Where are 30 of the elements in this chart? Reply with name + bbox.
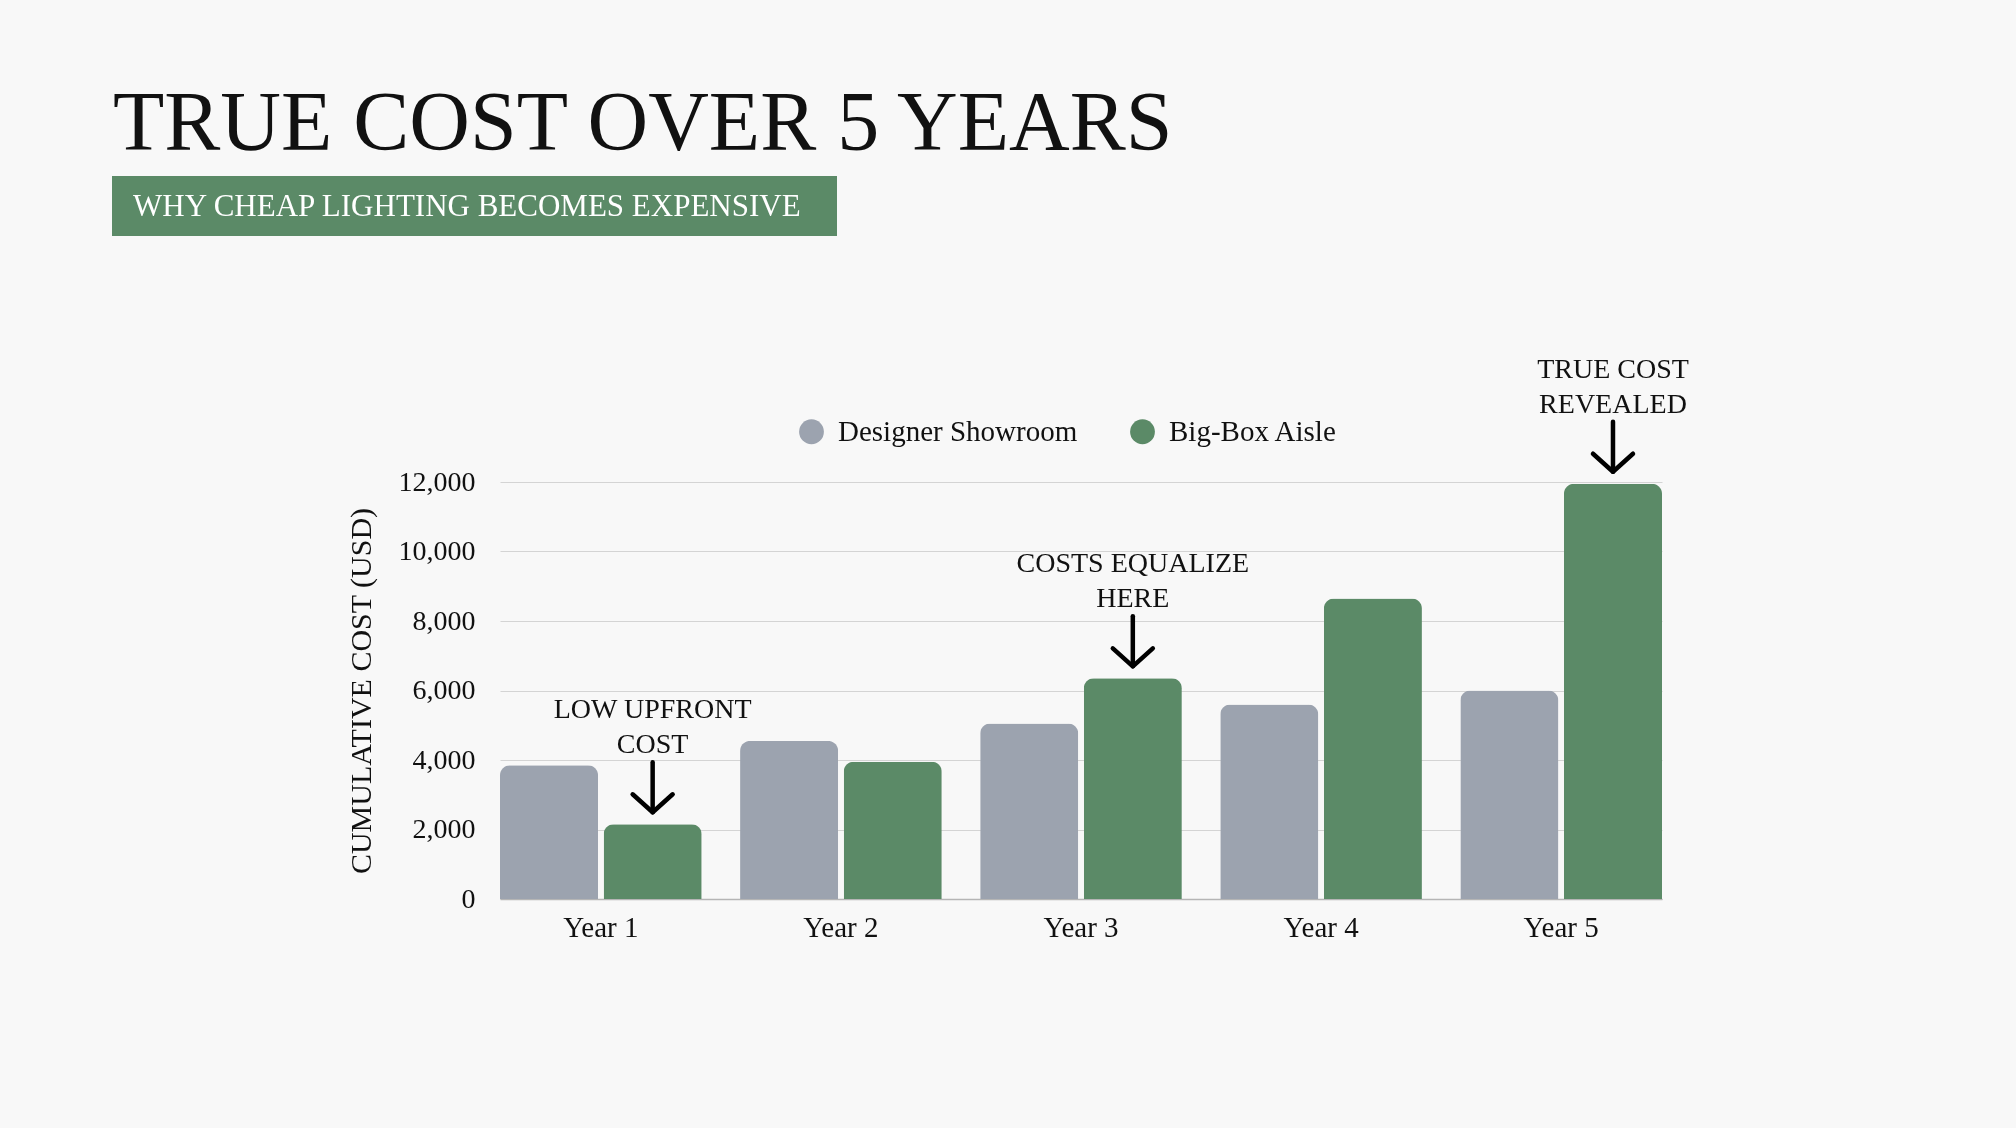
y-tick-label: 2,000: [412, 813, 476, 844]
y-tick-label: 6,000: [412, 674, 476, 705]
bar: [1220, 704, 1319, 899]
y-tick-label: 8,000: [412, 604, 476, 636]
x-tick-label: Year 2: [803, 910, 879, 943]
y-tick-label: 0: [461, 882, 476, 914]
y-tick-label: 10,000: [398, 535, 476, 566]
x-tick-label: Year 1: [563, 910, 639, 943]
x-tick-label: Year 3: [1043, 910, 1119, 943]
annotation: TRUE COST REVEALED: [1537, 352, 1689, 419]
x-tick-label: Year 5: [1523, 910, 1599, 943]
x-tick-label: Year 4: [1283, 910, 1360, 943]
annotation: COSTS EQUALIZE HERE: [1016, 547, 1250, 614]
bar: [1460, 690, 1559, 899]
bar: [1563, 483, 1662, 899]
bar: [1083, 678, 1182, 899]
chart-title: TRUE COST OVER 5 YEARS: [113, 75, 1173, 168]
bar: [843, 761, 942, 899]
legend-label: Designer Showroom: [838, 414, 1078, 447]
bar: [1323, 598, 1422, 899]
y-tick-label: 12,000: [398, 465, 476, 497]
legend-label: Big-Box Aisle: [1169, 414, 1336, 447]
bar: [740, 740, 839, 899]
chart-subtitle: WHY CHEAP LIGHTING BECOMES EXPENSIVE: [133, 188, 801, 223]
y-axis-title: CUMULATIVE COST (USD): [343, 507, 378, 875]
annotation: LOW UPFRONT COST: [553, 693, 752, 760]
bar: [603, 824, 702, 899]
bar: [500, 765, 599, 899]
y-tick-label: 4,000: [412, 743, 476, 775]
bar: [980, 723, 1079, 899]
